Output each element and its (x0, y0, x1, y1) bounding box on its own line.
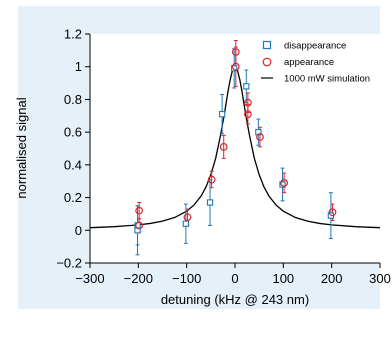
appearance-point (231, 48, 240, 56)
appearance-point (280, 178, 289, 187)
disappearance-point (279, 181, 286, 188)
y-axis: −0.2 0 0.2 0.4 0.6 0.8 1 1.2 (56, 27, 90, 271)
appearance-point (135, 221, 144, 230)
appearance-point (183, 213, 192, 222)
disappearance-point (206, 199, 214, 206)
marker-layer (134, 48, 337, 234)
x-axis-label: detuning (kHz @ 243 nm) (161, 292, 309, 307)
y-tick-label: 0.6 (64, 125, 82, 140)
y-axis-label: normalised signal (14, 97, 29, 198)
y-tick-label: −0.2 (56, 256, 82, 271)
appearance-point (243, 98, 252, 107)
legend-label-appearance: appearance (284, 57, 334, 68)
x-tick-label: −100 (172, 271, 201, 286)
x-tick-label: 100 (272, 271, 294, 286)
appearance-point (243, 110, 252, 119)
x-tick-label: −300 (75, 271, 104, 286)
disappearance-point (243, 83, 250, 90)
x-tick-label: 0 (231, 271, 238, 286)
y-tick-label: 1 (75, 59, 82, 74)
appearance-point (207, 175, 216, 184)
legend: disappearance appearance 1000 mW simulat… (261, 41, 370, 85)
legend-marker-appearance (262, 57, 272, 67)
appearance-point (256, 133, 264, 141)
appearance-point (219, 142, 228, 151)
disappearance-point (218, 111, 226, 118)
disappearance-point (231, 65, 238, 72)
y-tick-label: 0.2 (64, 190, 82, 205)
y-tick-label: 0.4 (64, 157, 82, 172)
y-tick-label: 1.2 (64, 27, 82, 42)
y-tick-label: 0 (75, 223, 82, 238)
x-tick-label: −200 (124, 271, 153, 286)
x-axis: −300 −200 −100 0 100 200 300 (75, 263, 391, 286)
disappearance-point (255, 128, 262, 136)
y-tick-label: 0.8 (64, 92, 82, 107)
appearance-point (135, 206, 144, 215)
legend-label-disappearance: disappearance (284, 41, 346, 52)
x-tick-label: 300 (369, 271, 391, 286)
x-tick-label: 200 (321, 271, 343, 286)
legend-marker-disappearance (262, 40, 272, 50)
disappearance-point (182, 220, 190, 227)
appearance-point (328, 208, 337, 217)
appearance-point (231, 62, 240, 71)
legend-label-simulation: 1000 mW simulation (284, 74, 370, 85)
